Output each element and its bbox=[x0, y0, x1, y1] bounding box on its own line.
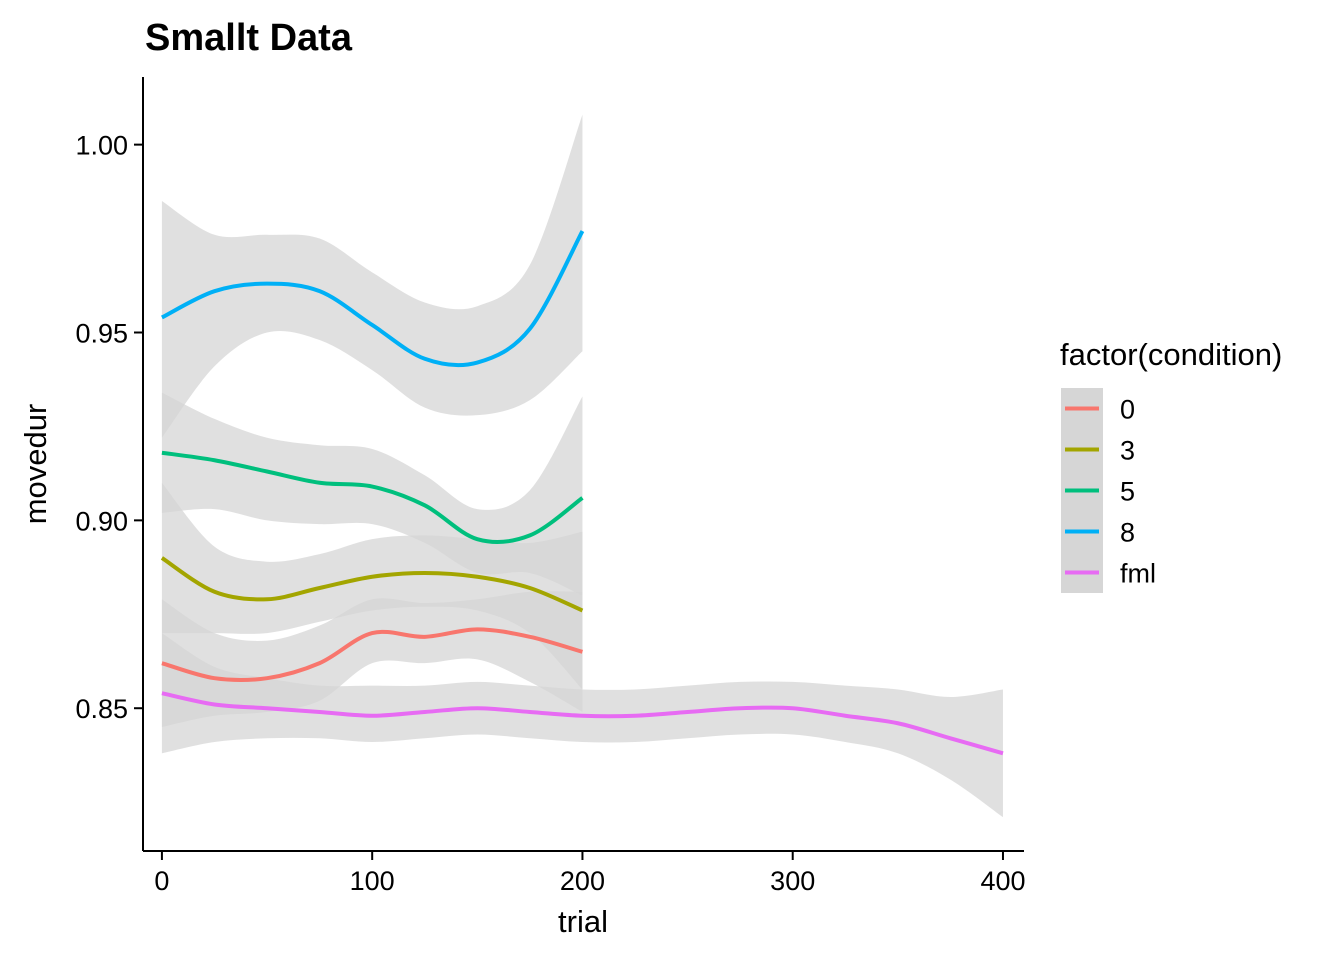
x-ticks: 0 100 200 300 400 bbox=[154, 851, 1026, 896]
y-tick-label: 0.90 bbox=[75, 506, 128, 536]
series-line-fml bbox=[161, 691, 1004, 756]
chart-title: Smallt Data bbox=[145, 17, 353, 59]
confidence-band-fml bbox=[161, 633, 1003, 818]
legend-label-0: 0 bbox=[1120, 395, 1135, 425]
series-line-5 bbox=[161, 450, 584, 544]
legend-items: 0 3 5 8 fml bbox=[1061, 388, 1156, 593]
series-lines bbox=[160, 230, 1004, 756]
x-tick-label: 400 bbox=[980, 866, 1025, 896]
series-line-3 bbox=[160, 556, 584, 613]
x-tick-label: 100 bbox=[350, 866, 395, 896]
legend-label-3: 3 bbox=[1120, 436, 1135, 466]
x-tick-label: 0 bbox=[154, 866, 169, 896]
x-tick-label: 200 bbox=[560, 866, 605, 896]
series-line-0 bbox=[161, 627, 583, 683]
x-tick-label: 300 bbox=[770, 866, 815, 896]
confidence-band-5 bbox=[161, 392, 583, 596]
confidence-band-3 bbox=[161, 482, 583, 690]
y-ticks: 0.85 0.90 0.95 1.00 bbox=[75, 131, 143, 724]
confidence-band-8 bbox=[161, 114, 583, 438]
legend-label-5: 5 bbox=[1120, 477, 1135, 507]
y-tick-label: 0.85 bbox=[75, 694, 128, 724]
y-axis-title: movedur bbox=[18, 404, 53, 525]
legend-title: factor(condition) bbox=[1060, 337, 1282, 372]
legend-label-fml: fml bbox=[1120, 559, 1156, 589]
x-axis-title: trial bbox=[558, 904, 608, 939]
axes bbox=[142, 77, 1024, 852]
y-tick-label: 1.00 bbox=[75, 131, 128, 161]
legend: factor(condition) 0 3 5 8 fml bbox=[1060, 337, 1282, 593]
confidence-bands bbox=[161, 114, 1003, 818]
series-line-8 bbox=[161, 230, 585, 368]
legend-label-8: 8 bbox=[1120, 518, 1135, 548]
y-tick-label: 0.95 bbox=[75, 318, 128, 348]
